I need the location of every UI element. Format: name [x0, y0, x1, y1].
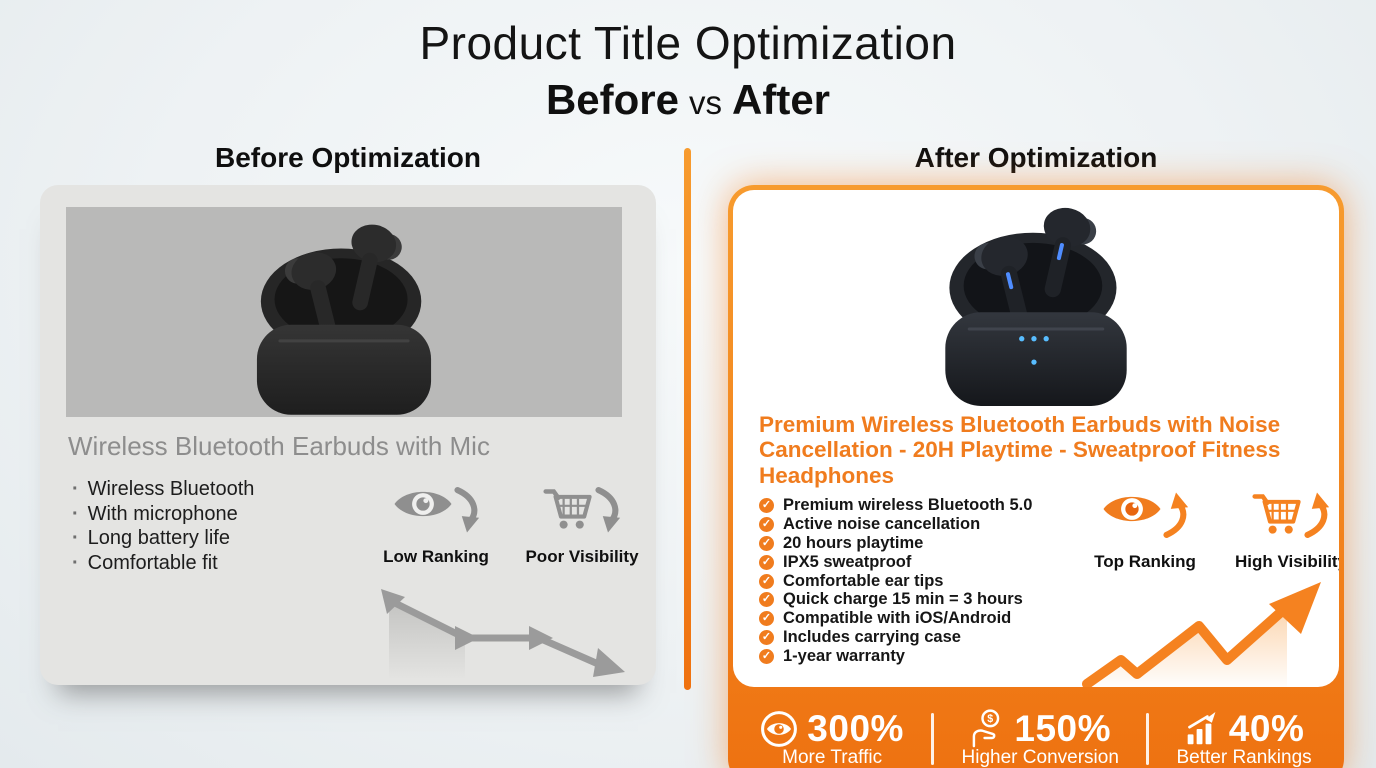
check-icon: ✓	[759, 573, 774, 589]
after-product-title: Premium Wireless Bluetooth Earbuds with …	[759, 412, 1281, 488]
down-arrow-icon	[595, 487, 621, 533]
up-arrow-icon	[1304, 492, 1330, 538]
check-icon: ✓	[759, 554, 774, 570]
rising-trend-chart	[1082, 582, 1321, 687]
feature-item: ✓ Includes carrying case	[759, 628, 1032, 647]
badge-label: Top Ranking	[1094, 552, 1196, 571]
before-product-title: Wireless Bluetooth Earbuds with Mic	[68, 431, 490, 461]
stat-divider	[931, 712, 935, 765]
stat-label: Higher Conversion	[961, 747, 1119, 768]
earbuds-photo-before	[256, 224, 432, 415]
bullet-item: With microphone	[72, 502, 254, 527]
before-panel: Wireless Bluetooth Earbuds with Mic Wire…	[40, 185, 656, 685]
after-badges: Top Ranking	[1081, 490, 1339, 572]
badge-label: Low Ranking	[383, 547, 489, 566]
svg-text:$: $	[988, 713, 994, 725]
bullet-item: Long battery life	[72, 526, 254, 551]
feature-item: ✓ 1-year warranty	[759, 647, 1032, 666]
before-product-image	[66, 207, 622, 417]
subtitle-after: After	[732, 76, 831, 123]
after-panel: Premium Wireless Bluetooth Earbuds with …	[728, 185, 1344, 768]
feature-item: ✓ Active noise cancellation	[759, 515, 1032, 534]
feature-item: ✓ Premium wireless Bluetooth 5.0	[759, 496, 1032, 515]
stat-better-rankings: 40% Better Rankings	[1176, 708, 1311, 768]
subtitle-before: Before	[545, 76, 680, 123]
after-heading: After Optimization	[914, 142, 1158, 173]
page-title: Product Title Optimization	[419, 17, 957, 69]
bar-chart-up-icon	[1187, 712, 1216, 745]
check-icon: ✓	[759, 535, 774, 551]
stat-label: More Traffic	[782, 747, 883, 768]
feature-item: ✓ Quick charge 15 min = 3 hours	[759, 590, 1032, 609]
bullet-item: Wireless Bluetooth	[72, 477, 255, 502]
feature-item: ✓ Comfortable ear tips	[759, 572, 1032, 591]
high-visibility-badge: High Visibility	[1227, 490, 1339, 572]
top-ranking-badge: Top Ranking	[1081, 490, 1209, 572]
stat-higher-conversion: $ 150% Higher Conversion	[962, 708, 1119, 768]
results-stats-bar: 300% More Traffic $ 150% Higher Conversi…	[733, 692, 1339, 768]
stat-label: Better Rankings	[1176, 747, 1312, 768]
poor-visibility-badge: Poor Visibility	[518, 485, 646, 567]
subtitle-vs: vs	[689, 84, 723, 121]
before-badges: Low Ranking Poor Visibili	[372, 485, 646, 567]
check-icon: ✓	[759, 649, 774, 665]
after-feature-list: ✓ Premium wireless Bluetooth 5.0 ✓ Active …	[759, 496, 1032, 666]
after-panel-body: Premium Wireless Bluetooth Earbuds with …	[733, 190, 1339, 687]
check-icon: ✓	[759, 592, 774, 608]
panel-divider	[684, 148, 691, 690]
stat-divider	[1146, 712, 1150, 765]
eye-down-trend-icon	[394, 491, 452, 517]
check-icon: ✓	[759, 516, 774, 532]
check-icon: ✓	[759, 497, 774, 513]
feature-item: ✓ 20 hours playtime	[759, 534, 1032, 553]
cart-down-trend-icon	[543, 489, 592, 529]
declining-trend-chart	[381, 589, 625, 680]
page-subtitle: Before vs After	[0, 76, 1376, 124]
low-ranking-badge: Low Ranking	[372, 485, 500, 567]
check-icon: ✓	[759, 611, 774, 627]
hand-coin-icon: $	[973, 709, 1000, 748]
stat-value: 150%	[1014, 708, 1112, 749]
eye-up-trend-icon	[1103, 496, 1161, 522]
feature-item: ✓ Compatible with iOS/Android	[759, 609, 1032, 628]
eye-circle-icon	[761, 711, 798, 747]
stat-value: 300%	[807, 708, 904, 749]
down-arrow-icon	[454, 487, 480, 533]
up-arrow-icon	[1163, 492, 1189, 538]
badge-label: High Visibility	[1234, 552, 1339, 571]
feature-item: ✓ IPX5 sweatproof	[759, 553, 1032, 572]
check-icon: ✓	[759, 630, 774, 646]
after-product-image	[919, 194, 1154, 413]
stat-value: 40%	[1228, 708, 1305, 749]
badge-label: Poor Visibility	[525, 547, 639, 566]
before-bullet-list: Wireless Bluetooth With microphone Long …	[72, 477, 255, 576]
before-heading: Before Optimization	[214, 142, 481, 173]
cart-up-trend-icon	[1252, 494, 1301, 534]
earbuds-photo-after	[945, 207, 1127, 406]
stat-more-traffic: 300% More Traffic	[760, 708, 904, 768]
bullet-item: Comfortable fit	[72, 551, 254, 576]
